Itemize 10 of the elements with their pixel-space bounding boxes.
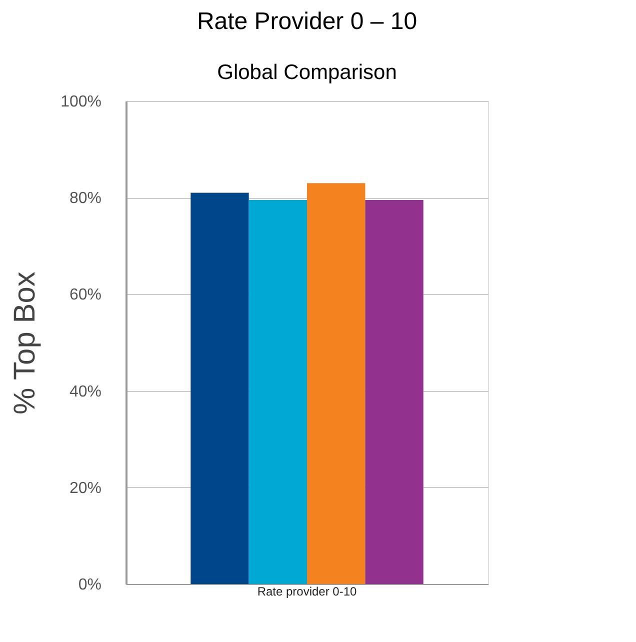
y-tick-label: 80% bbox=[69, 190, 102, 208]
y-axis-title: % Top Box bbox=[8, 272, 42, 414]
y-tick-label: 0% bbox=[78, 576, 102, 594]
y-tick-label: 20% bbox=[69, 480, 102, 497]
x-tick-label: Rate provider 0-10 bbox=[257, 584, 358, 598]
y-tick-label: 60% bbox=[69, 286, 102, 304]
chart-title: Rate Provider 0 – 10 bbox=[196, 8, 418, 35]
y-tick-label: 40% bbox=[69, 383, 102, 400]
y-tick-label: 100% bbox=[60, 94, 102, 110]
chart-subtitle: Global Comparison bbox=[217, 61, 397, 84]
